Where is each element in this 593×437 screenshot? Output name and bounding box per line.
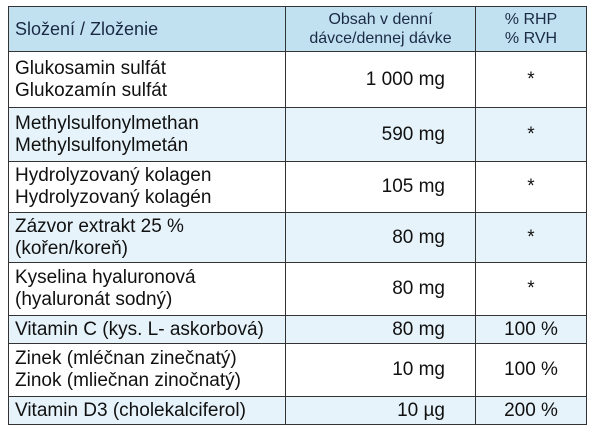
header-row: Složení / Zloženie Obsah v denní dávce/den… — [8, 6, 587, 52]
ingredient-name: Vitamin C (kys. L- askorbová) — [15, 318, 264, 340]
table-row: Hydrolyzovaný kolagen Hydrolyzovaný kolag… — [8, 161, 587, 213]
ingredient-cell: Zázvor extrakt 25 % (kořen/koreň) — [8, 212, 286, 263]
rhp-value: 100 % — [504, 359, 558, 380]
ingredient-name: Glukosamin sulfát — [15, 57, 167, 79]
rhp-cell: * — [475, 107, 587, 162]
ingredients-table: Složení / Zloženie Obsah v denní dávce/den… — [8, 6, 587, 425]
rhp-cell: * — [475, 212, 587, 263]
header-cell: Složení / Zloženie — [8, 6, 286, 52]
amount: 10 mg — [392, 359, 445, 380]
header-text: Složení / Zloženie — [15, 19, 159, 39]
ingredient-cell: Vitamin D3 (cholekalciferol) — [8, 396, 286, 425]
ingredient-name: Zinek (mléčnan zinečnatý) — [15, 348, 237, 369]
rhp-value: * — [527, 176, 535, 197]
ingredient-name: Hydrolyzovaný kolagén — [15, 187, 212, 208]
table-body: Glukosamin sulfát Glukozamín sulfát 1 000 … — [8, 51, 587, 425]
amount-cell: 80 mg — [285, 315, 476, 344]
header-text: % RHP — [504, 11, 558, 28]
table-row: Zázvor extrakt 25 % (kořen/koreň) 80 mg * — [8, 212, 587, 263]
ingredient-cell: Hydrolyzovaný kolagen Hydrolyzovaný kolag… — [8, 161, 286, 213]
ingredient-cell: Glukosamin sulfát Glukozamín sulfát — [8, 51, 286, 108]
amount: 1 000 mg — [365, 68, 445, 90]
rhp-value: * — [527, 226, 535, 248]
rhp-cell: * — [475, 161, 587, 213]
table-row: Zinek (mléčnan zinečnatý) Zinok (mliečnan… — [8, 343, 587, 397]
header-cell: Obsah v denní dávce/dennej dávke — [285, 6, 476, 52]
rhp-value: 200 % — [504, 399, 558, 421]
ingredient-cell: Methylsulfonylmethan Methylsulfonylmetán — [8, 107, 286, 162]
ingredient-name: Vitamin D3 (cholekalciferol) — [15, 399, 246, 421]
amount: 590 mg — [381, 123, 445, 145]
ingredient-name: Glukozamín sulfát — [15, 79, 168, 101]
amount-cell: 10 mg — [285, 343, 476, 397]
rhp-cell: 100 % — [475, 343, 587, 397]
amount: 80 mg — [392, 318, 445, 340]
header-cell: % RHP % RVH — [475, 6, 587, 52]
table-row: Glukosamin sulfát Glukozamín sulfát 1 000 … — [8, 51, 587, 108]
amount-cell: 105 mg — [285, 161, 476, 213]
header-text: dávce/dennej dávke — [309, 30, 452, 47]
amount-cell: 1 000 mg — [285, 51, 476, 108]
ingredient-name: (hyaluronát sodný) — [15, 289, 173, 310]
table-row: Kyselina hyaluronová (hyaluronát sodný) 80… — [8, 262, 587, 316]
header-text: % RVH — [504, 30, 558, 47]
table-row: Vitamin D3 (cholekalciferol) 10 µg 200 % — [8, 396, 587, 425]
table-row: Methylsulfonylmethan Methylsulfonylmetán 5… — [8, 107, 587, 162]
amount-cell: 590 mg — [285, 107, 476, 162]
rhp-cell: * — [475, 51, 587, 108]
amount: 105 mg — [381, 176, 445, 197]
ingredient-cell: Vitamin C (kys. L- askorbová) — [8, 315, 286, 344]
amount-cell: 80 mg — [285, 212, 476, 263]
header-text: Obsah v denní — [328, 11, 433, 28]
ingredient-name: (kořen/koreň) — [15, 237, 128, 259]
rhp-value: 100 % — [504, 318, 558, 340]
rhp-value: * — [527, 278, 535, 299]
ingredient-name: Zinok (mliečnan zinočnatý) — [15, 370, 241, 391]
ingredient-name: Methylsulfonylmethan — [15, 112, 199, 134]
ingredient-cell: Kyselina hyaluronová (hyaluronát sodný) — [8, 262, 286, 316]
ingredient-name: Hydrolyzovaný kolagen — [15, 165, 212, 186]
rhp-value: * — [527, 68, 535, 90]
rhp-cell: 100 % — [475, 315, 587, 344]
amount: 80 mg — [392, 278, 445, 299]
ingredient-cell: Zinek (mléčnan zinečnatý) Zinok (mliečnan… — [8, 343, 286, 397]
rhp-cell: 200 % — [475, 396, 587, 425]
rhp-cell: * — [475, 262, 587, 316]
amount: 80 mg — [392, 226, 445, 248]
amount-cell: 80 mg — [285, 262, 476, 316]
amount: 10 µg — [397, 399, 445, 421]
table-row: Vitamin C (kys. L- askorbová) 80 mg 100 % — [8, 315, 587, 344]
amount-cell: 10 µg — [285, 396, 476, 425]
ingredient-name: Zázvor extrakt 25 % — [15, 215, 184, 237]
rhp-value: * — [527, 123, 535, 145]
ingredient-name: Kyselina hyaluronová — [15, 267, 196, 288]
ingredient-name: Methylsulfonylmetán — [15, 134, 189, 156]
